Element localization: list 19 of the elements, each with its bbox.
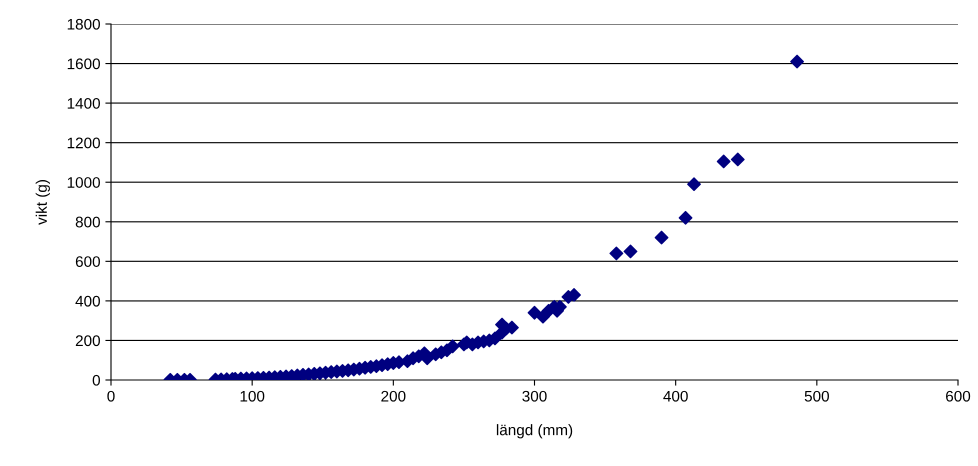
y-tick-label: 400	[75, 296, 100, 307]
y-tick-label: 0	[92, 374, 100, 386]
x-tick-label: 400	[663, 390, 688, 402]
x-tick-label: 500	[804, 390, 829, 402]
x-tick-label: 200	[381, 390, 406, 402]
y-tick-label: 1800	[68, 18, 100, 30]
x-tick-label: 100	[240, 390, 264, 402]
y-tick-label: 1400	[68, 98, 100, 109]
y-tick-label: 800	[76, 216, 100, 228]
y-tick-label: 1000	[68, 177, 100, 188]
y-axis-title: vikt (g)	[36, 180, 50, 225]
x-tick-label: 300	[522, 390, 547, 402]
y-tick-label: 1600	[68, 58, 100, 70]
x-axis-title: längd (mm)	[496, 424, 572, 438]
y-tick-label: 1200	[68, 138, 100, 148]
x-tick-label: 600	[946, 390, 970, 402]
x-tick-label: 0	[107, 390, 115, 402]
y-tick-label: 200	[76, 335, 100, 346]
y-tick-label: 600	[76, 256, 100, 268]
